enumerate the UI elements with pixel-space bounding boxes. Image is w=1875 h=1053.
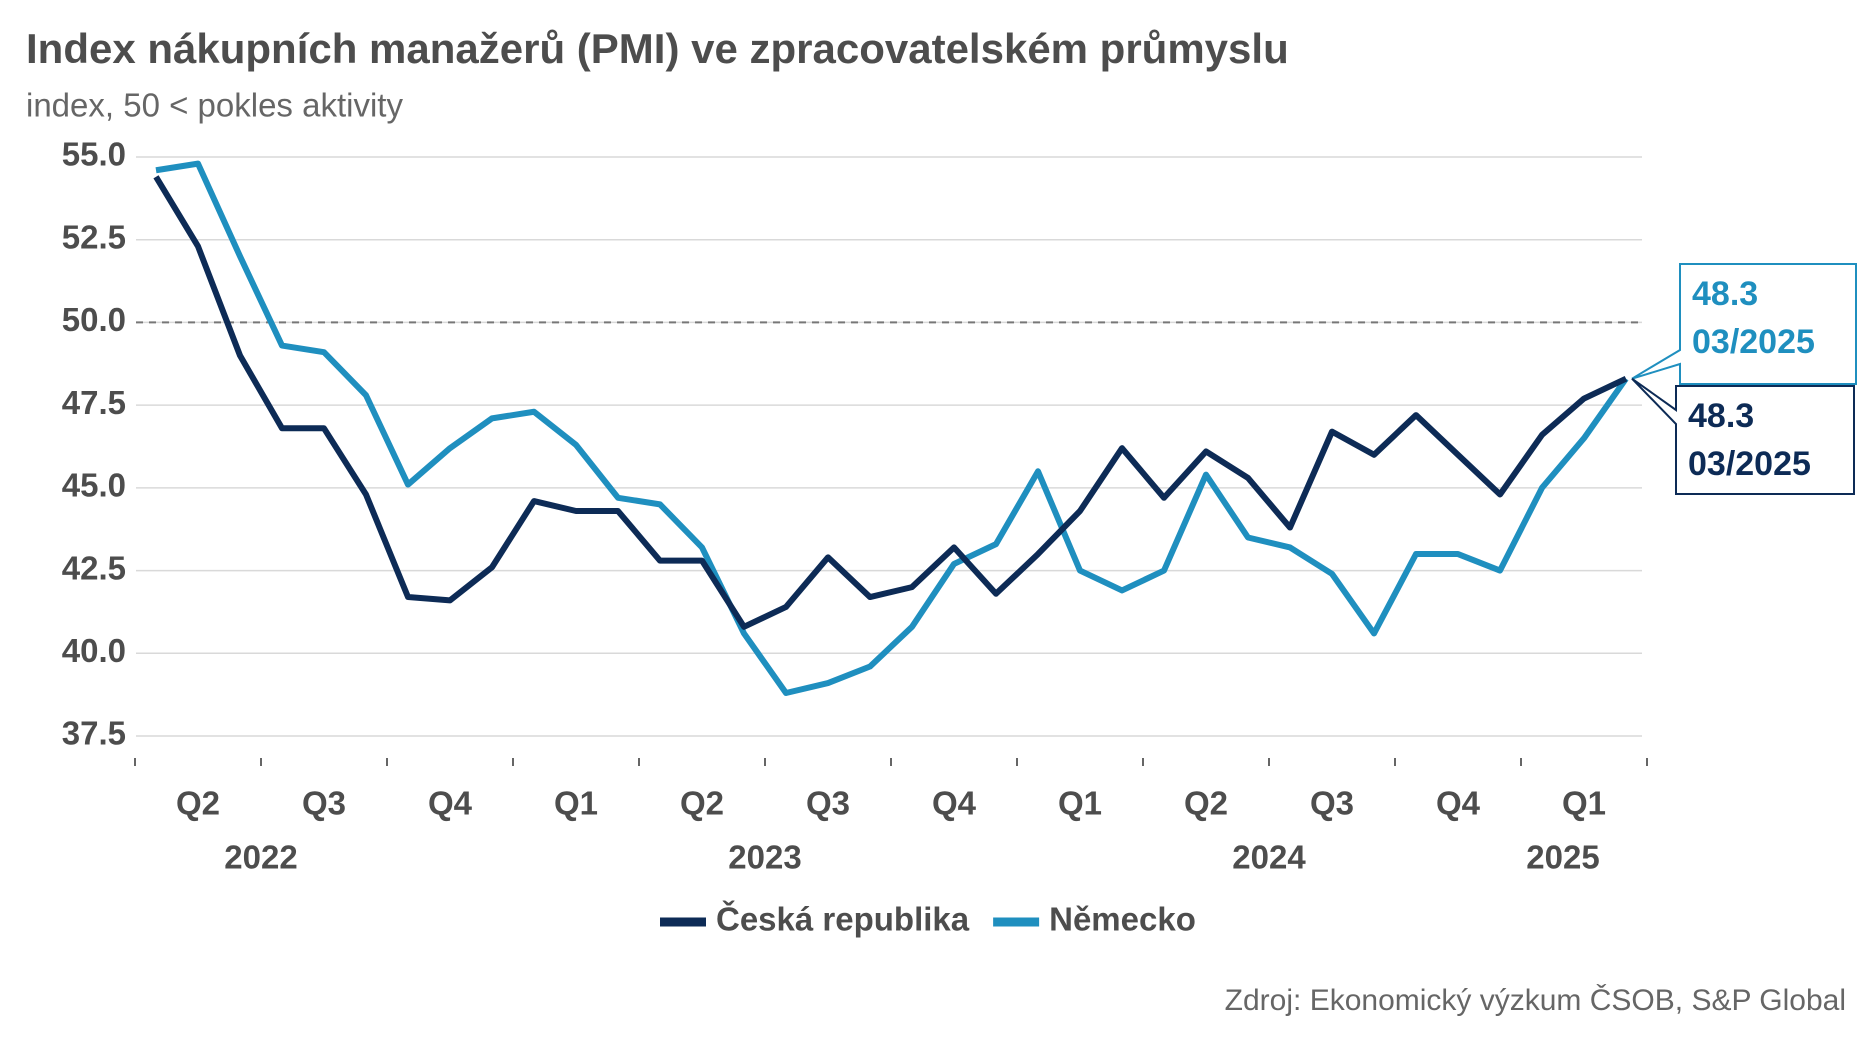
x-tick-label: Q1 xyxy=(1058,785,1102,822)
x-tick-label: Q3 xyxy=(302,785,346,822)
source: Zdroj: Ekonomický výzkum ČSOB, S&P Globa… xyxy=(1225,983,1846,1017)
y-tick-label: 37.5 xyxy=(62,715,126,752)
chart-title: Index nákupních manažerů (PMI) ve zpraco… xyxy=(26,25,1289,72)
callout-date: 03/2025 xyxy=(1688,445,1811,483)
x-tick-label: Q2 xyxy=(1184,785,1228,822)
x-tick-label: Q4 xyxy=(1436,785,1481,822)
callout-box xyxy=(1631,377,1855,495)
y-tick-label: 55.0 xyxy=(62,136,126,173)
chart-subtitle: index, 50 < pokles aktivity xyxy=(26,87,403,124)
series-line xyxy=(155,160,1629,696)
x-tick-label: Q1 xyxy=(1562,785,1606,822)
legend-label: Česká republika xyxy=(716,900,970,938)
x-tick-label: Q4 xyxy=(428,785,473,822)
y-tick-label: 50.0 xyxy=(62,301,126,338)
callout-value: 48.3 xyxy=(1692,275,1758,313)
x-tick-label: Q2 xyxy=(176,785,220,822)
x-tick-label: Q1 xyxy=(554,785,598,822)
y-tick-label: 47.5 xyxy=(62,384,126,421)
x-tick-label: Q4 xyxy=(932,785,977,822)
series-line xyxy=(153,175,1628,630)
year-label: 2025 xyxy=(1526,839,1599,876)
callout-box xyxy=(1631,263,1857,385)
year-label: 2024 xyxy=(1232,839,1306,876)
year-label: 2023 xyxy=(728,839,801,876)
x-tick-label: Q3 xyxy=(806,785,850,822)
callout-date: 03/2025 xyxy=(1692,323,1815,361)
y-tick-label: 40.0 xyxy=(62,632,126,669)
y-tick-label: 52.5 xyxy=(62,218,126,255)
x-tick-label: Q2 xyxy=(680,785,724,822)
callout-value: 48.3 xyxy=(1688,397,1754,435)
y-tick-label: 45.0 xyxy=(62,467,126,504)
y-tick-label: 42.5 xyxy=(62,549,126,586)
x-tick-label: Q3 xyxy=(1310,785,1354,822)
year-label: 2022 xyxy=(224,839,297,876)
legend-label: Německo xyxy=(1049,901,1196,938)
